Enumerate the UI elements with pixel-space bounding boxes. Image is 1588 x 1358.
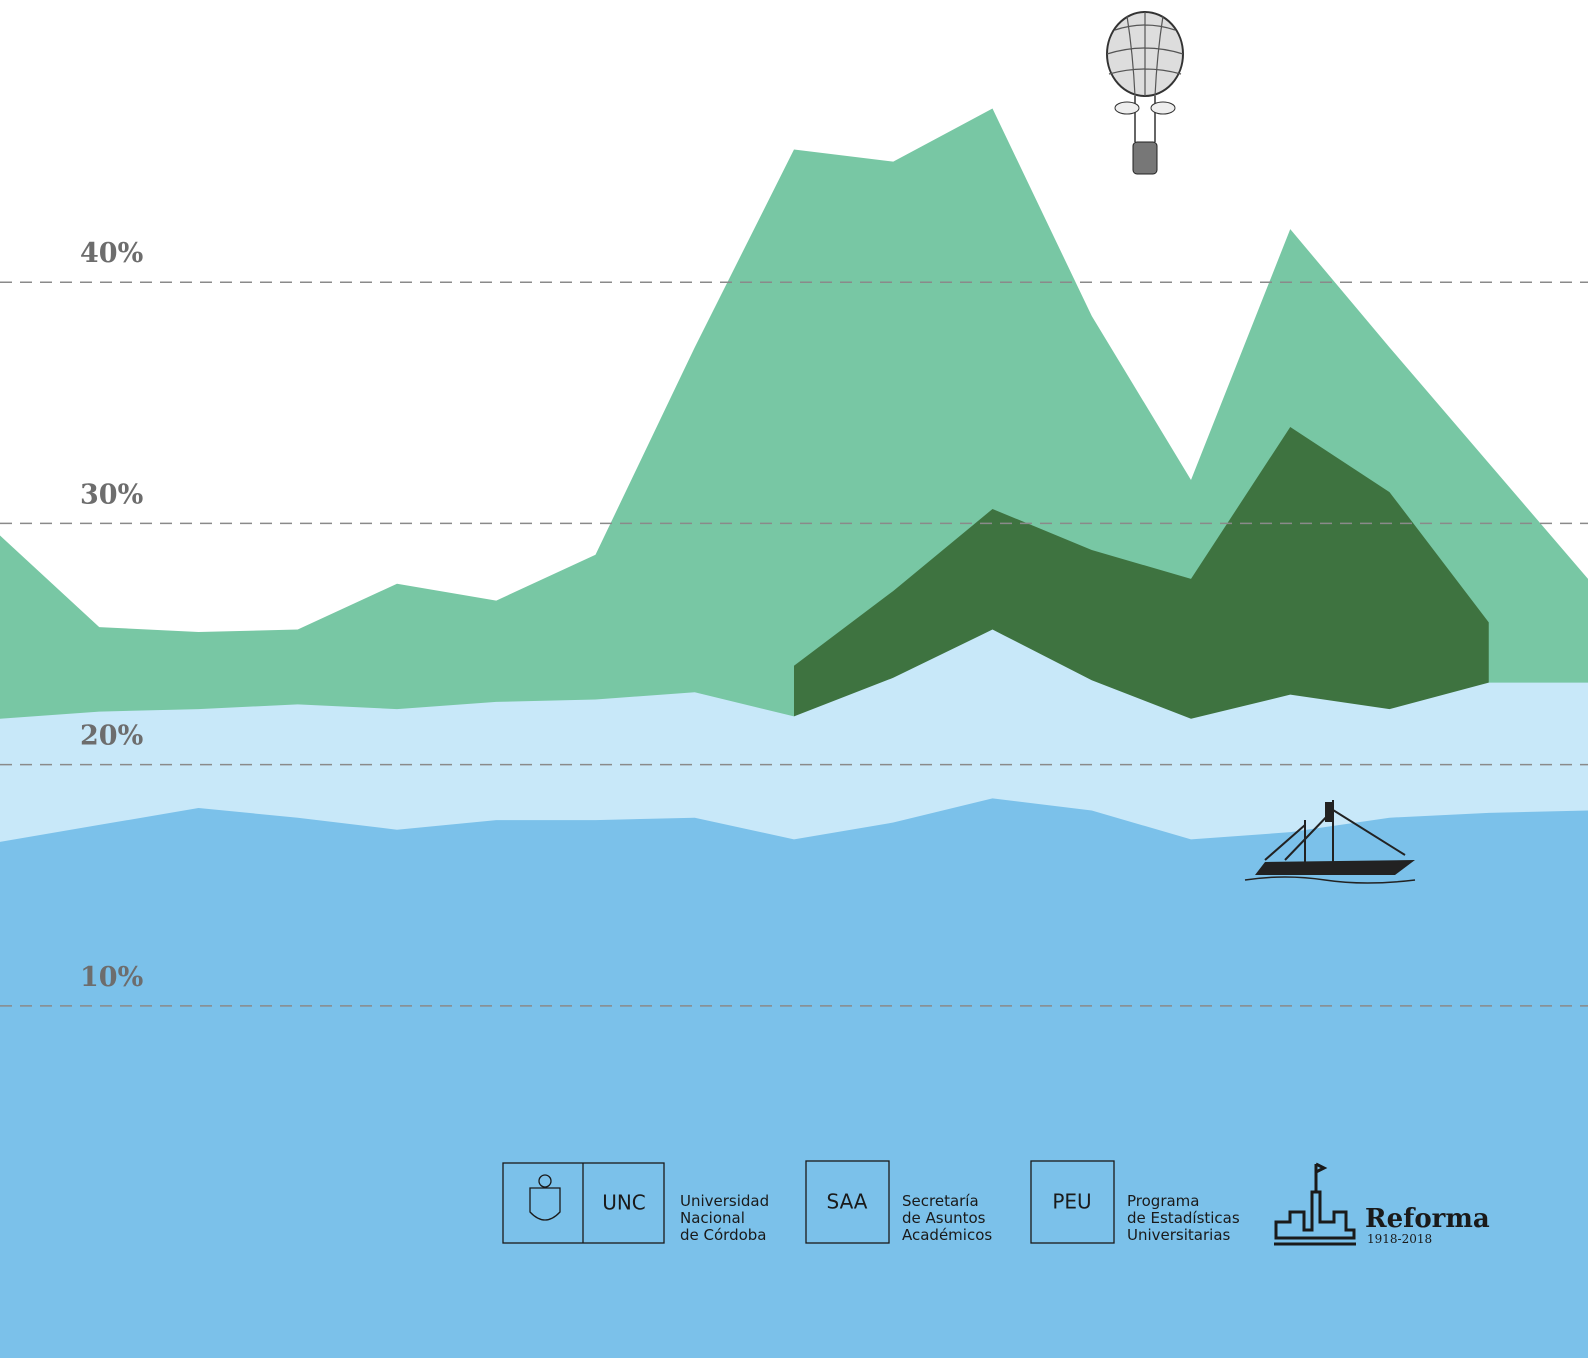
unc-name: de Córdoba <box>680 1226 766 1244</box>
peu-box <box>1030 1160 1115 1244</box>
reforma-name: Reforma <box>1365 1204 1490 1234</box>
unc-name: Nacional <box>680 1209 745 1227</box>
saa-abbr: SAA <box>827 1190 868 1214</box>
grid: 10% 20% 30% 40% <box>0 238 1588 1007</box>
y-tick-label: 20% <box>80 721 143 752</box>
unc-emblem <box>529 1174 561 1221</box>
peu-name: de Estadísticas <box>1127 1209 1240 1227</box>
y-tick-label: 30% <box>80 479 143 510</box>
y-tick-label: 40% <box>80 238 143 269</box>
area <box>0 798 1588 1358</box>
peu-name: Universitarias <box>1127 1226 1231 1244</box>
areas <box>0 108 1588 1358</box>
saa-box <box>805 1160 890 1244</box>
y-tick-label: 10% <box>80 962 143 993</box>
ship-illustration <box>1244 800 1416 884</box>
balloon-illustration <box>1106 11 1184 175</box>
unc-abbr: UNC <box>602 1191 646 1215</box>
reforma-years: 1918-2018 <box>1367 1232 1432 1246</box>
saa-name: de Asuntos <box>902 1209 986 1227</box>
saa-name: Secretaría <box>902 1192 979 1210</box>
saa-name: Académicos <box>902 1226 992 1244</box>
unc-name: Universidad <box>680 1192 769 1210</box>
footer: UNC Universidad Nacional de Córdoba SAA … <box>502 1160 1490 1246</box>
reforma-icon <box>1274 1162 1356 1246</box>
peu-abbr: PEU <box>1052 1190 1091 1214</box>
peu-name: Programa <box>1127 1192 1199 1210</box>
